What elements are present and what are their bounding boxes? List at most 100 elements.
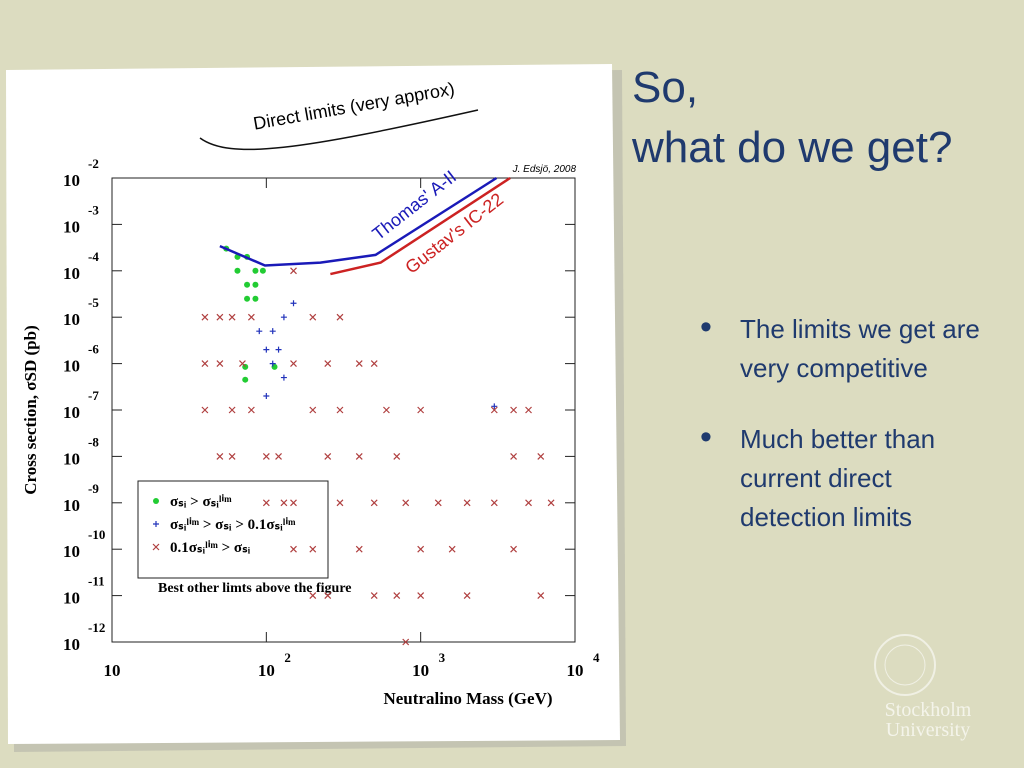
data-point <box>510 406 518 414</box>
data-point <box>370 499 378 507</box>
data-point <box>280 499 288 507</box>
data-point <box>216 313 224 321</box>
data-point <box>336 313 344 321</box>
y-tick-label: 10 <box>63 542 80 561</box>
data-point <box>309 406 317 414</box>
data-point <box>510 545 518 553</box>
data-point <box>228 406 236 414</box>
y-tick-label: 10 <box>63 264 80 283</box>
logo: Stockholm University <box>858 700 998 740</box>
data-point <box>244 281 251 288</box>
slide-title: So, what do we get? <box>632 58 952 178</box>
data-point <box>490 406 498 414</box>
data-point <box>490 499 498 507</box>
data-point <box>324 452 332 460</box>
logo-text: University <box>885 719 971 741</box>
data-point <box>256 328 263 335</box>
data-point <box>290 360 297 368</box>
y-tick-exponent: -12 <box>88 620 105 635</box>
data-point <box>228 313 236 321</box>
y-tick-label: 10 <box>63 635 80 654</box>
data-point <box>216 452 224 460</box>
y-tick-exponent: -4 <box>88 249 99 264</box>
data-point <box>510 452 518 460</box>
data-point <box>383 406 390 414</box>
data-point <box>290 300 297 307</box>
data-point <box>525 406 532 414</box>
y-tick-exponent: -7 <box>88 388 99 403</box>
data-point <box>402 499 410 507</box>
data-point <box>402 638 410 646</box>
y-tick-label: 10 <box>63 310 80 329</box>
legend-marker <box>153 498 159 504</box>
data-point <box>228 452 236 460</box>
legend-marker <box>152 543 160 551</box>
x-tick-label: 10 <box>104 661 121 680</box>
data-point <box>309 545 317 553</box>
annotation: J. Edsjö, 2008 <box>512 164 577 175</box>
bullet: The limits we get are very competitive <box>700 308 1000 388</box>
data-point <box>290 545 297 553</box>
data-point <box>252 281 259 288</box>
data-point <box>309 313 317 321</box>
data-point <box>355 545 363 553</box>
logo-text: Stockholm <box>884 699 972 721</box>
data-point <box>463 499 471 507</box>
y-axis-label: Cross section, σSD (pb) <box>21 325 40 495</box>
data-point <box>463 592 471 600</box>
data-point <box>537 592 545 600</box>
x-axis-label: Neutralino Mass (GeV) <box>383 689 552 708</box>
y-tick-exponent: -9 <box>88 481 99 496</box>
annotation: Best other limts above the figure <box>158 581 352 596</box>
data-point <box>201 313 209 321</box>
data-point <box>370 360 378 368</box>
x-tick-exponent: 4 <box>593 650 600 665</box>
y-tick-label: 10 <box>63 589 80 608</box>
x-tick-exponent: 3 <box>439 650 446 665</box>
data-point <box>393 592 401 600</box>
data-point <box>280 314 287 321</box>
x-tick-exponent: 2 <box>284 650 291 665</box>
x-tick-label: 10 <box>567 661 584 680</box>
data-point <box>324 592 332 600</box>
y-tick-exponent: -5 <box>88 295 99 310</box>
data-point <box>263 393 270 400</box>
y-tick-exponent: -8 <box>88 434 99 449</box>
data-point <box>252 295 259 302</box>
direct-limit-curve <box>199 109 479 151</box>
data-point <box>247 313 255 321</box>
data-point <box>309 592 317 600</box>
data-point <box>234 267 241 274</box>
data-point <box>269 328 276 335</box>
data-point <box>252 267 259 274</box>
x-tick-label: 10 <box>412 661 429 680</box>
data-point <box>201 406 209 414</box>
y-tick-exponent: -10 <box>88 527 105 542</box>
data-point <box>355 360 363 368</box>
title-line: So, <box>632 63 699 112</box>
legend-box <box>137 480 329 579</box>
data-point <box>525 499 532 507</box>
data-point <box>434 499 442 507</box>
data-point <box>239 360 246 368</box>
legend-label: σₛᵢˡⁱᵐ > σₛᵢ > 0.1σₛᵢˡⁱᵐ <box>170 517 296 533</box>
data-point <box>290 267 297 275</box>
legend-label: σₛᵢ > σₛᵢˡⁱᵐ <box>170 494 232 510</box>
data-point <box>244 295 251 302</box>
data-point <box>336 406 344 414</box>
y-tick-exponent: -2 <box>88 156 99 171</box>
data-point <box>393 452 401 460</box>
y-tick-label: 10 <box>63 357 80 376</box>
data-point <box>355 452 363 460</box>
data-point <box>242 376 249 383</box>
limit-line <box>330 176 511 276</box>
data-point <box>263 346 270 353</box>
data-point <box>417 592 425 600</box>
data-point <box>417 406 425 414</box>
data-point <box>275 346 282 353</box>
y-tick-label: 10 <box>63 217 80 236</box>
data-point <box>275 452 282 460</box>
data-point <box>262 452 270 460</box>
data-point <box>537 452 545 460</box>
